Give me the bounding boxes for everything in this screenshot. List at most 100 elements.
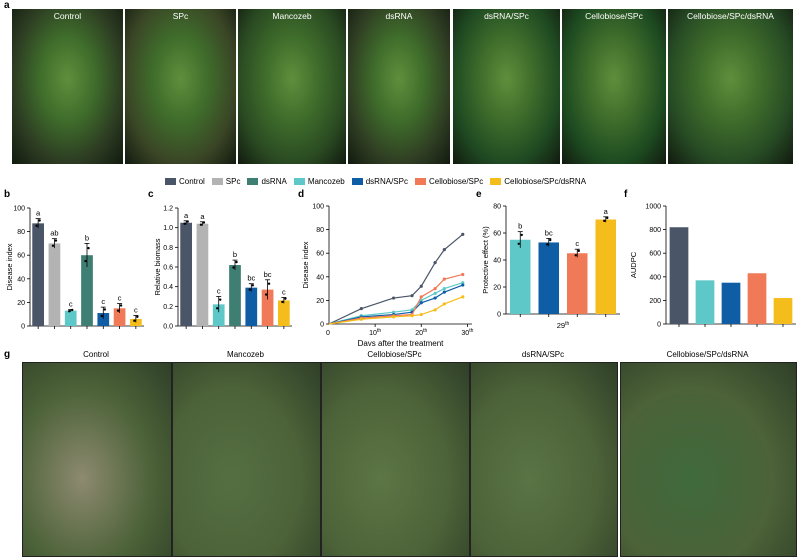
field-photo-caption: Cellobiose/SPc <box>367 350 422 359</box>
bar <box>113 308 126 326</box>
series-point <box>419 301 423 305</box>
x-tick-label: 30th <box>461 328 473 337</box>
y-tick-label: 40 <box>316 274 324 281</box>
significance-letter: ab <box>50 229 58 238</box>
legend-swatch <box>414 177 426 185</box>
series-line <box>328 282 463 325</box>
series-point <box>461 232 465 236</box>
data-point <box>202 221 206 224</box>
legend-swatch <box>490 177 502 185</box>
series-point <box>419 312 423 317</box>
y-tick-label: 80 <box>316 227 324 234</box>
data-point <box>38 219 41 222</box>
bar <box>277 300 290 326</box>
y-tick-label: 40 <box>17 276 25 283</box>
bar <box>32 223 45 326</box>
y-tick-label: 600 <box>649 251 661 258</box>
bar <box>81 255 93 326</box>
data-point <box>133 319 136 322</box>
y-tick-label: 200 <box>649 298 661 305</box>
legend-item: Control <box>165 177 205 186</box>
series-point <box>442 302 446 306</box>
field-photo <box>22 362 172 557</box>
data-point <box>251 284 254 287</box>
data-point <box>116 309 120 312</box>
data-point <box>606 216 609 220</box>
y-tick-label: 800 <box>649 227 661 234</box>
series-point <box>419 284 423 288</box>
legend-item: Mancozeb <box>293 177 345 186</box>
data-point <box>574 254 577 257</box>
legend-swatch <box>211 177 223 185</box>
significance-letter: a <box>184 211 189 220</box>
legend-item: SPc <box>211 177 240 186</box>
series-point <box>461 272 465 277</box>
y-tick-label: 0 <box>497 312 501 319</box>
y-tick-label: 80 <box>17 229 25 236</box>
series-point <box>461 295 465 299</box>
data-point <box>284 297 287 300</box>
series-point <box>419 295 423 299</box>
data-point <box>248 288 251 291</box>
field-photo-caption: Control <box>83 350 109 359</box>
series-point <box>391 310 396 314</box>
bar <box>566 253 588 314</box>
bar <box>595 219 617 314</box>
y-tick-label: 1.2 <box>163 206 173 213</box>
x-tick-label-superscript: th <box>469 328 473 334</box>
bar <box>97 313 110 326</box>
data-point <box>103 308 106 311</box>
plant-photo-caption: dsRNA/SPc <box>484 11 529 21</box>
data-point <box>281 300 284 304</box>
significance-letter: a <box>604 207 609 216</box>
bar <box>509 239 531 314</box>
field-photo <box>470 362 618 557</box>
bar <box>538 242 560 314</box>
plant-photo: Mancozeb <box>238 9 346 164</box>
significance-letter: c <box>217 287 221 296</box>
data-point <box>577 249 580 253</box>
significance-letter: b <box>85 233 89 242</box>
bar <box>180 222 193 326</box>
field-photo-caption: Mancozeb <box>227 350 264 359</box>
series-point <box>359 317 363 321</box>
y-tick-label: 0 <box>21 324 25 331</box>
series-point <box>433 287 437 291</box>
y-tick-label: 20 <box>493 285 501 292</box>
series-point <box>442 287 446 291</box>
y-tick-label: 40 <box>493 258 501 265</box>
legend-label: Cellobiose/SPc/dsRNA <box>504 176 587 186</box>
series-point <box>461 283 465 287</box>
x-axis-label-superscript: th <box>565 321 569 327</box>
field-photo-caption: dsRNA/SPc <box>521 350 565 359</box>
treatment-legend: Control SPc dsRNA Mancozeb dsRNA/SPc Cel… <box>165 175 586 187</box>
series-point <box>461 281 465 285</box>
series-line <box>328 273 463 325</box>
y-tick-label: 60 <box>316 251 324 258</box>
y-axis-label: Disease index <box>5 243 14 290</box>
significance-letter: c <box>101 297 105 306</box>
series-point <box>442 248 446 252</box>
significance-letter: c <box>69 299 73 308</box>
field-photo <box>620 362 797 557</box>
field-photo <box>321 362 470 557</box>
significance-letter: a <box>36 209 41 218</box>
data-point <box>84 259 87 263</box>
panel-letter-g: g <box>4 349 11 360</box>
series-point <box>359 307 363 311</box>
chart-c-relative-biomass: 0.0 0.2 0.4 0.6 0.8 1.0 1.2 Relative biomass a a c… <box>153 206 292 331</box>
data-point <box>51 244 55 247</box>
panel-letter-b: b <box>4 189 11 200</box>
bar <box>64 310 77 326</box>
bar <box>48 243 61 326</box>
data-point <box>264 293 268 296</box>
chart-f-audpc: 0 200 400 600 800 1000 AUDPC <box>629 204 796 329</box>
plant-photo-caption: Cellobiose/SPc/dsRNA <box>687 11 774 21</box>
plant-photo-caption: SPc <box>172 11 189 21</box>
series-point <box>391 315 396 319</box>
legend-item: Cellobiose/SPc/dsRNA <box>490 177 586 186</box>
y-tick-label: 0 <box>320 322 324 329</box>
data-point <box>100 314 103 318</box>
significance-letter: bc <box>545 228 553 237</box>
x-tick-label: 20th <box>415 328 427 337</box>
